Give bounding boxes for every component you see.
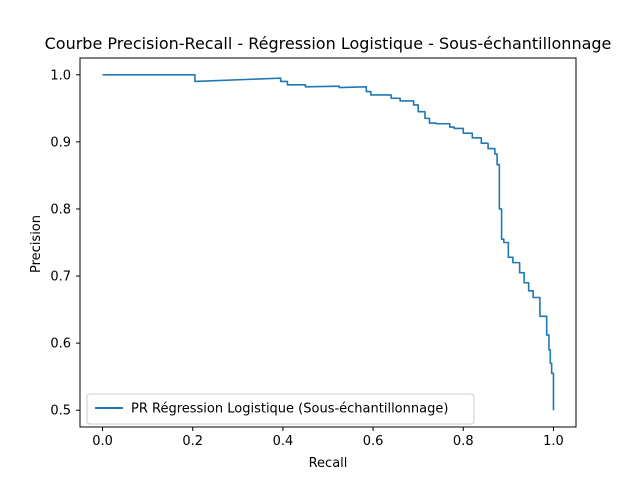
x-tick-label: 0.4 <box>273 434 294 449</box>
y-tick-label: 0.9 <box>50 135 71 150</box>
y-tick-label: 0.8 <box>50 202 71 217</box>
series-line-0 <box>102 73 555 411</box>
legend-label: PR Régression Logistique (Sous-échantill… <box>131 402 448 417</box>
y-tick-label: 0.5 <box>50 404 71 419</box>
y-tick-label: 0.6 <box>50 337 71 352</box>
plot-axes: 0.0 0.2 0.4 0.6 0.8 1.0 0.5 0.6 0.7 0.8 0.9 1.0 <box>50 57 577 449</box>
y-tick-label: 0.7 <box>50 270 71 285</box>
legend: PR Régression Logistique (Sous-échantill… <box>86 393 475 425</box>
x-tick-label: 0.8 <box>453 434 474 449</box>
chart-title: Courbe Precision-Recall - Régression Log… <box>45 34 612 53</box>
x-tick-label: 0.2 <box>182 434 203 449</box>
x-axis-label: Recall <box>309 456 348 471</box>
x-tick-label: 0.6 <box>363 434 384 449</box>
y-tick-label: 1.0 <box>50 68 71 83</box>
x-tick-label: 0.0 <box>92 434 113 449</box>
axes-frame <box>79 57 577 428</box>
legend-box <box>86 393 475 425</box>
y-axis-label: Precision <box>29 215 44 273</box>
x-tick-label: 1.0 <box>543 434 564 449</box>
